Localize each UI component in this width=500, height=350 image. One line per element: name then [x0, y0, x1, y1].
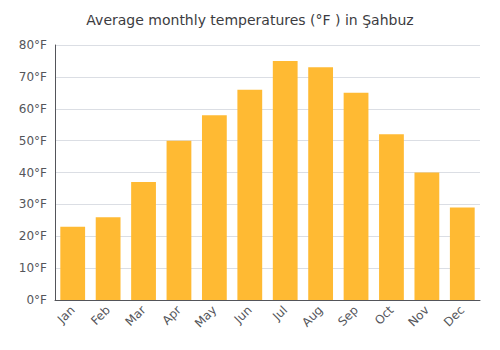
svg-text:70°F: 70°F	[19, 70, 47, 84]
svg-text:Nov: Nov	[405, 303, 431, 329]
svg-text:40°F: 40°F	[19, 166, 47, 180]
svg-text:Apr: Apr	[159, 303, 184, 328]
svg-text:30°F: 30°F	[19, 197, 47, 211]
svg-text:Sep: Sep	[335, 303, 361, 329]
svg-text:Average monthly temperatures (: Average monthly temperatures (°F ) in Şa…	[86, 12, 413, 28]
svg-text:60°F: 60°F	[19, 102, 47, 116]
svg-text:Mar: Mar	[123, 303, 149, 329]
svg-text:0°F: 0°F	[26, 293, 47, 307]
svg-text:Aug: Aug	[299, 303, 325, 329]
svg-text:10°F: 10°F	[19, 261, 47, 275]
svg-text:50°F: 50°F	[19, 134, 47, 148]
svg-text:Oct: Oct	[372, 303, 397, 328]
svg-text:20°F: 20°F	[19, 229, 47, 243]
svg-text:Dec: Dec	[441, 303, 467, 329]
svg-text:Jan: Jan	[54, 303, 78, 327]
svg-text:80°F: 80°F	[19, 38, 47, 52]
svg-text:Jul: Jul	[269, 303, 290, 324]
svg-text:Jun: Jun	[231, 303, 255, 327]
svg-text:May: May	[192, 303, 219, 330]
svg-text:Feb: Feb	[88, 303, 113, 328]
